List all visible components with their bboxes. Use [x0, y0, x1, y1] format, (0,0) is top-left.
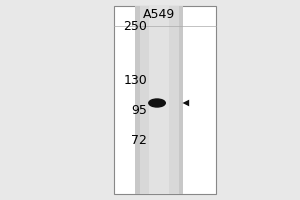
Text: 95: 95: [131, 104, 147, 116]
Ellipse shape: [149, 99, 165, 107]
Bar: [149, 6, 169, 194]
Text: A549: A549: [143, 8, 175, 21]
Text: 72: 72: [131, 134, 147, 146]
Bar: [135, 6, 183, 194]
Bar: [140, 6, 178, 194]
Text: 250: 250: [123, 20, 147, 32]
Bar: [114, 6, 216, 194]
Text: 130: 130: [123, 73, 147, 86]
